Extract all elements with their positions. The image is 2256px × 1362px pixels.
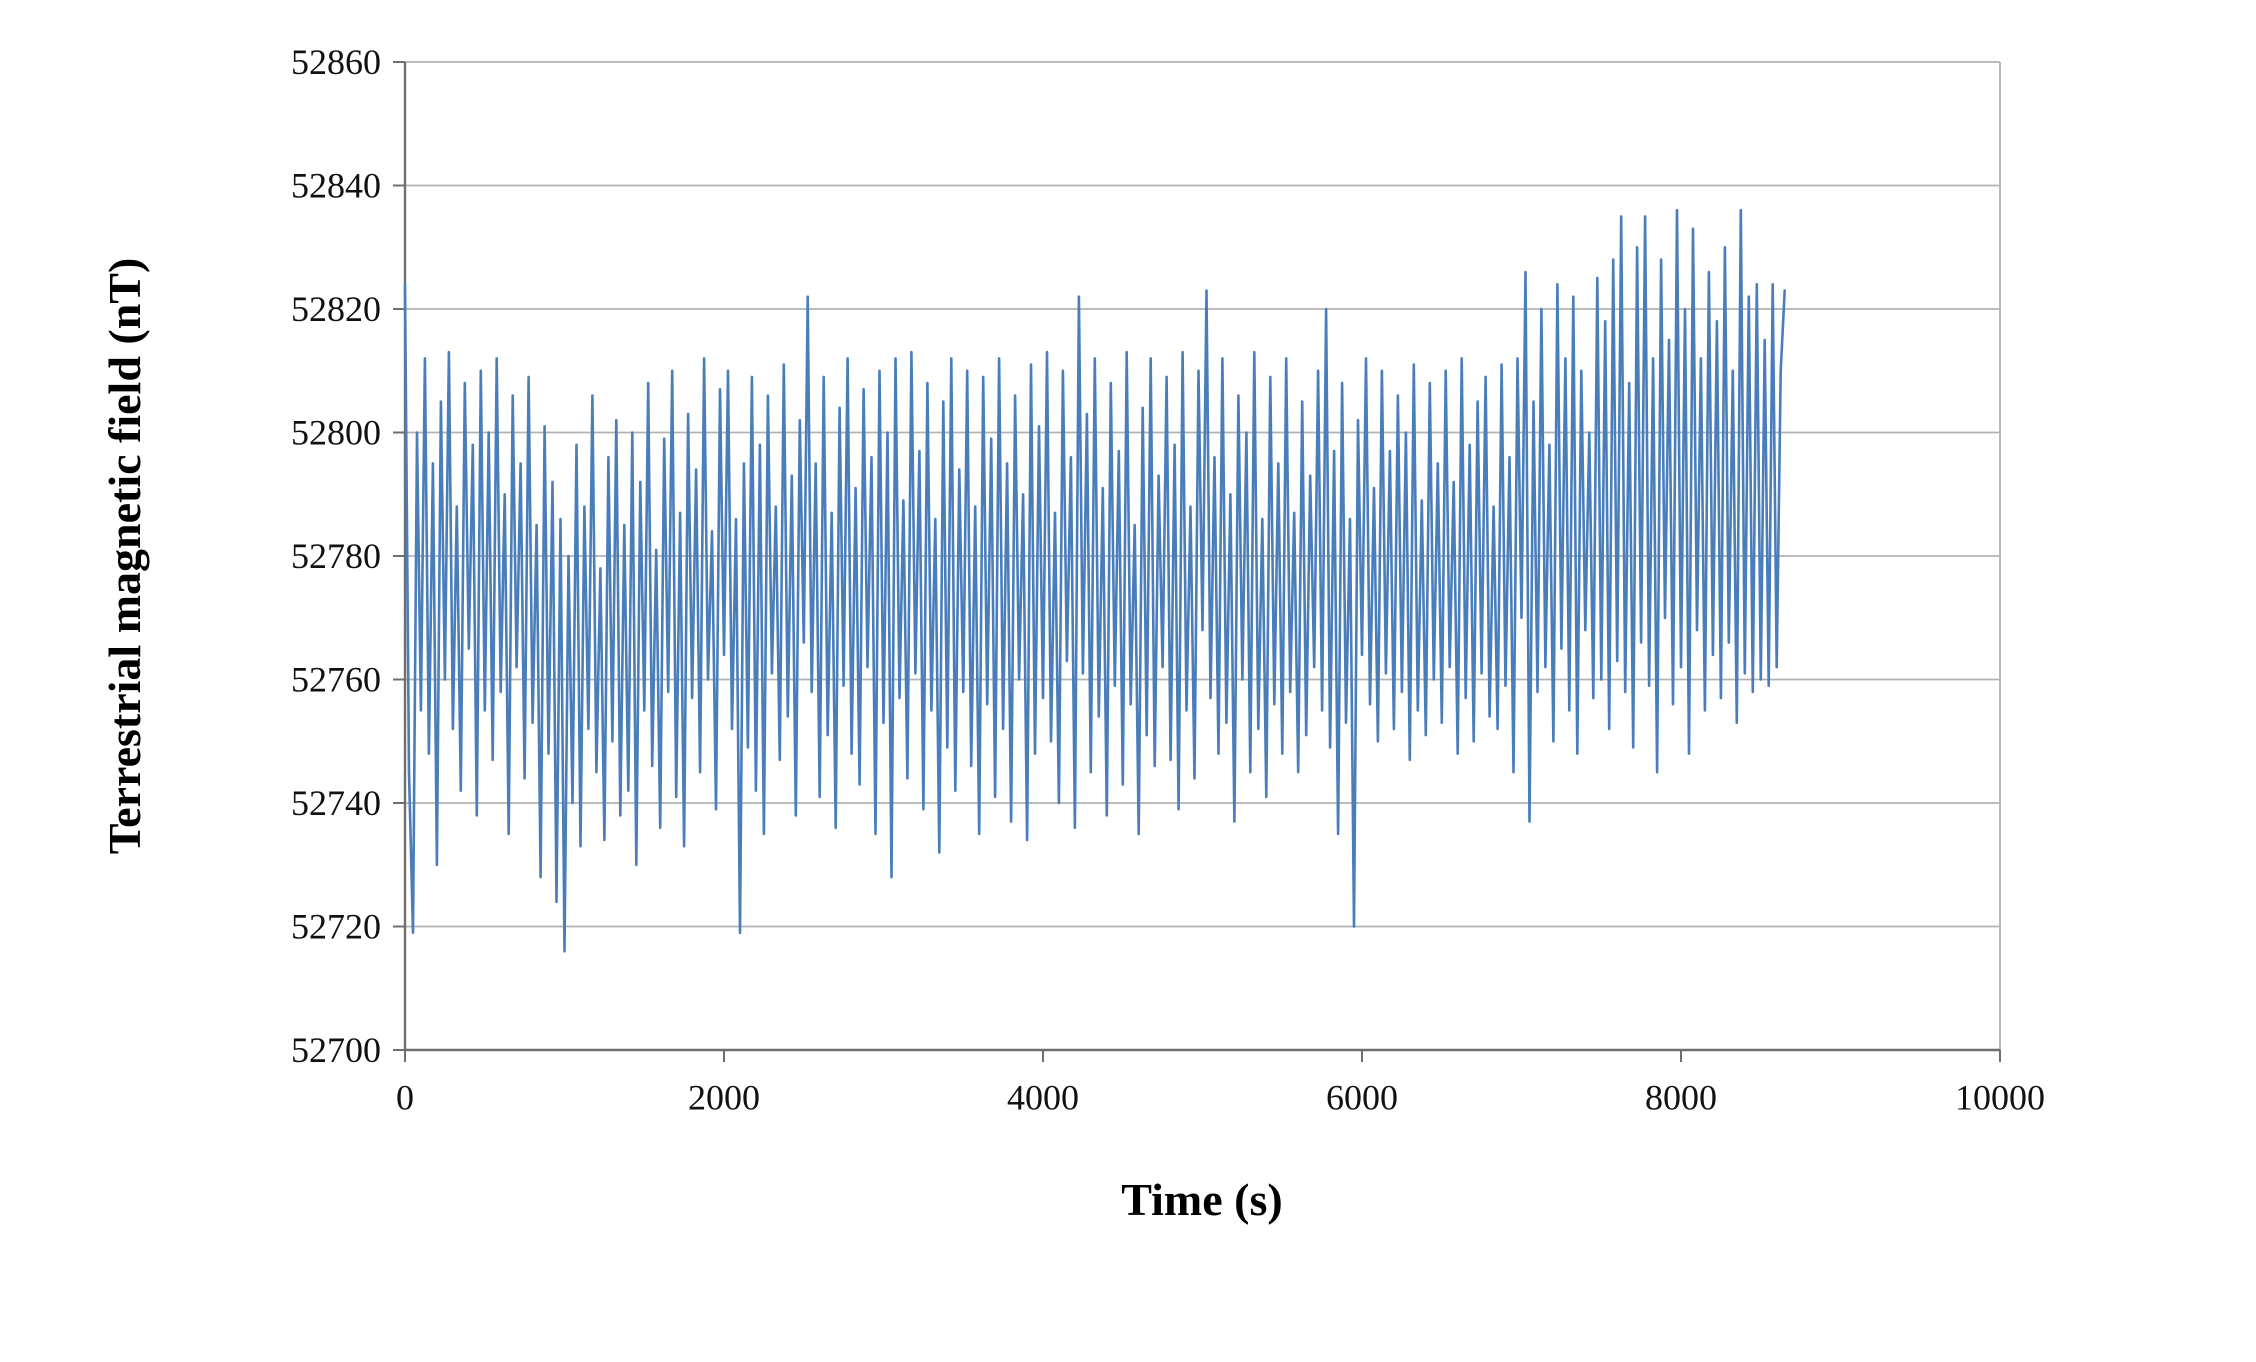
- data-series-line: [403, 208, 1786, 953]
- x-axis-tick-label: 6000: [1326, 1078, 1398, 1118]
- y-axis-tick-label: 52780: [291, 536, 381, 576]
- x-axis-tick-label: 10000: [1955, 1078, 2045, 1118]
- y-axis-tick-label: 52820: [291, 289, 381, 329]
- tick-marks: [393, 61, 2001, 1062]
- y-axis-tick-label: 52720: [291, 907, 381, 947]
- x-axis-tick-label: 4000: [1007, 1078, 1079, 1118]
- y-axis-title: Terrestrial magnetic field (nT): [99, 258, 150, 855]
- x-axis-tick-label: 0: [396, 1078, 414, 1118]
- y-axis-tick-label: 52800: [291, 413, 381, 453]
- x-axis-tick-label: 2000: [688, 1078, 760, 1118]
- tick-labels: 52700 52720 52740 52760 52780 52800 52820 52840…: [291, 42, 2045, 1118]
- y-axis-tick-label: 52700: [291, 1030, 381, 1070]
- x-axis-tick-label: 8000: [1645, 1078, 1717, 1118]
- y-axis-tick-label: 52840: [291, 166, 381, 206]
- y-axis-tick-label: 52860: [291, 42, 381, 82]
- x-axis-title: Time (s): [1121, 1174, 1282, 1225]
- y-axis-tick-label: 52740: [291, 783, 381, 823]
- y-axis-tick-label: 52760: [291, 660, 381, 700]
